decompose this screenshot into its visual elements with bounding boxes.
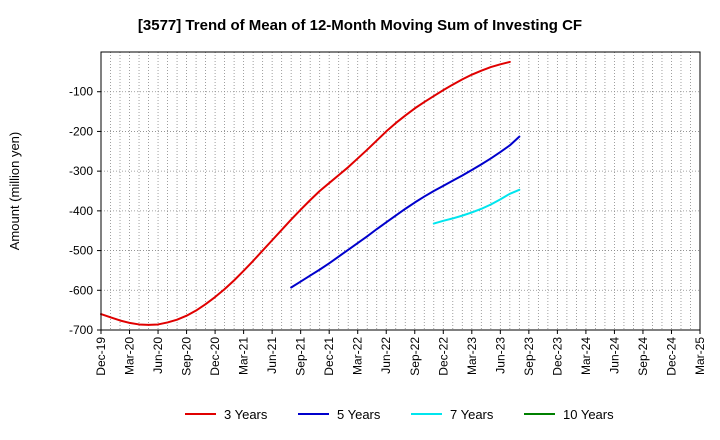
legend-label: 7 Years (450, 407, 494, 422)
x-tick-label: Jun-21 (265, 337, 279, 374)
x-tick-label: Mar-22 (351, 337, 365, 375)
x-axis: Dec-19 Mar-20 Jun-20 Sep-20 Dec-20 Mar-21 Jun-… (94, 330, 707, 376)
y-tick-label: -200 (69, 124, 93, 138)
plot-border (100, 51, 701, 331)
x-tick-label: Dec-24 (664, 337, 678, 376)
y-tick-label: -600 (69, 283, 93, 297)
chart-title: [3577] Trend of Mean of 12-Month Moving … (138, 17, 582, 34)
x-tick-label: Sep-22 (408, 337, 422, 376)
x-tick-label: Dec-19 (94, 337, 108, 376)
x-tick-label: Sep-21 (294, 337, 308, 376)
legend: 3 Years 5 Years 7 Years 10 Years (185, 407, 614, 422)
x-tick-label: Mar-24 (579, 337, 593, 375)
x-tick-label: Mar-21 (237, 337, 251, 375)
x-tick-label: Dec-20 (208, 337, 222, 376)
legend-label: 5 Years (337, 407, 381, 422)
plot-area (101, 52, 700, 330)
x-tick-label: Sep-23 (522, 337, 536, 376)
x-tick-label: Jun-20 (151, 337, 165, 374)
legend-label: 10 Years (563, 407, 614, 422)
x-tick-label: Dec-21 (322, 337, 336, 376)
y-axis-label: Amount (million yen) (7, 132, 22, 251)
legend-label: 3 Years (224, 407, 268, 422)
y-tick-label: -700 (69, 323, 93, 337)
x-tick-label: Dec-22 (436, 337, 450, 376)
x-tick-label: Mar-23 (465, 337, 479, 375)
x-tick-label: Mar-20 (123, 337, 137, 375)
x-tick-label: Sep-20 (180, 337, 194, 376)
y-tick-label: -500 (69, 244, 93, 258)
x-tick-label: Jun-23 (493, 337, 507, 374)
x-tick-label: Mar-25 (693, 337, 707, 375)
x-tick-label: Dec-23 (550, 337, 564, 376)
y-tick-label: -100 (69, 85, 93, 99)
x-tick-label: Jun-22 (379, 337, 393, 374)
series-line-3-years (100, 60, 511, 326)
series-lines (100, 60, 521, 326)
x-tick-label: Jun-24 (607, 337, 621, 374)
x-tick-label: Sep-24 (636, 337, 650, 376)
y-tick-label: -300 (69, 164, 93, 178)
series-line-7-years (432, 188, 521, 225)
y-tick-label: -400 (69, 204, 93, 218)
series-line-5-years (290, 135, 521, 289)
y-axis: -100 -200 -300 -400 -500 -600 -700 (69, 85, 101, 337)
